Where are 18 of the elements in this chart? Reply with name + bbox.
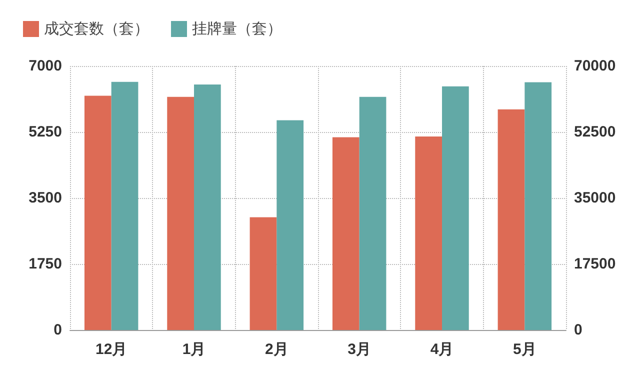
y2-tick-label: 17500 [574, 256, 616, 272]
legend-label: 成交套数（套） [44, 20, 149, 38]
y2-tick-label: 70000 [574, 58, 616, 74]
y-tick-label: 3500 [28, 190, 62, 206]
x-tick-label: 4月 [430, 341, 454, 358]
x-tick-label: 1月 [182, 341, 206, 358]
legend-label: 挂牌量（套） [192, 20, 282, 38]
y-tick-label: 7000 [28, 58, 62, 74]
y2-tick-label: 35000 [574, 190, 616, 206]
y2-tick-label: 0 [574, 322, 582, 338]
x-tick-label: 5月 [512, 341, 536, 358]
y2-tick-label: 52500 [574, 124, 616, 140]
x-tick-label: 12月 [95, 341, 128, 358]
y-tick-label: 0 [54, 322, 62, 338]
y-tick-label: 1750 [28, 256, 62, 272]
x-tick-label: 2月 [264, 341, 288, 358]
y-tick-label: 5250 [28, 124, 62, 140]
x-tick-label: 3月 [348, 341, 372, 358]
